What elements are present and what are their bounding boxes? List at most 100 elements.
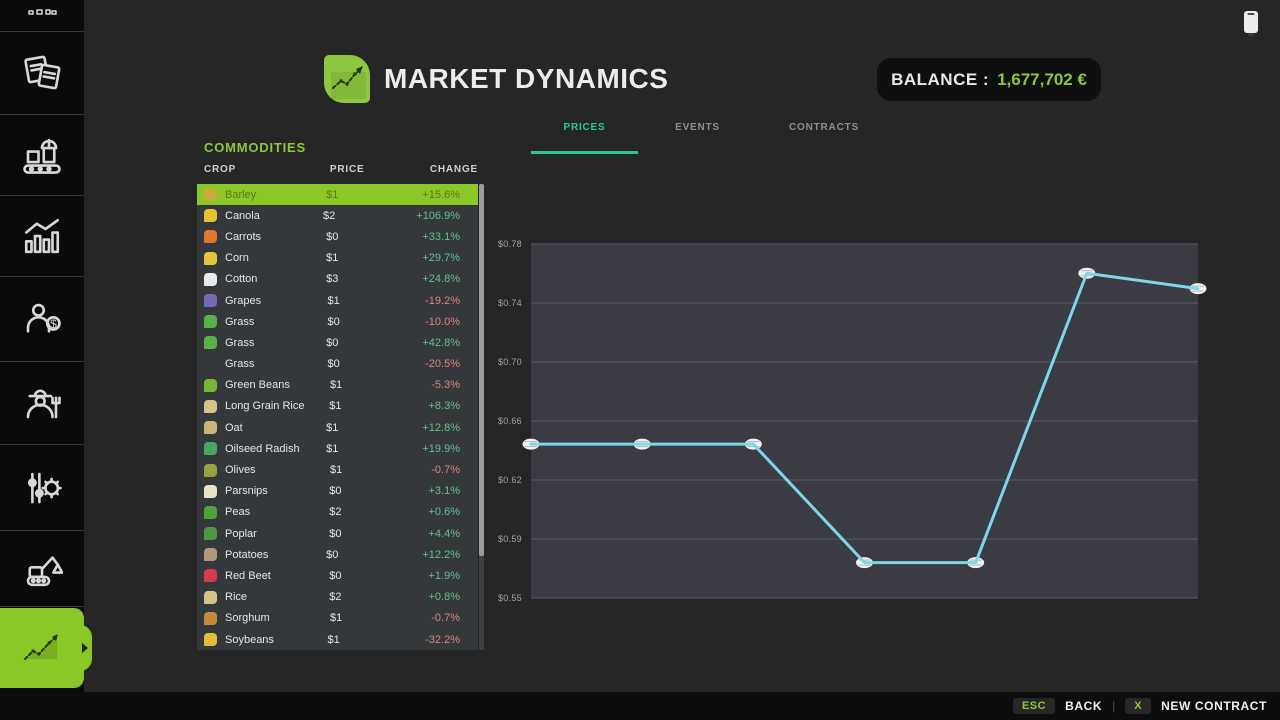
balance-pill: BALANCE : 1,677,702 € <box>877 58 1101 101</box>
y-tick-label: $0.78 <box>497 239 522 249</box>
crop-name: Barley <box>225 188 257 201</box>
crop-price: $2 <box>329 506 342 519</box>
table-row[interactable]: Rice $2 +0.8% <box>197 587 478 608</box>
sales-farmer-money-icon: $ <box>26 303 61 333</box>
crop-change: +1.9% <box>428 569 461 582</box>
new-contract-button[interactable]: NEW CONTRACT <box>1161 699 1267 713</box>
tab-events[interactable]: EVENTS <box>675 122 720 133</box>
crop-name: Grapes <box>225 294 262 307</box>
oat-icon <box>204 421 217 435</box>
crop-name: Grass <box>225 358 255 371</box>
crop-name: Poplar <box>225 527 257 540</box>
sidebar-item-market-dynamics[interactable] <box>0 608 84 688</box>
commodities-heading: COMMODITIES <box>204 140 306 155</box>
red-beet-icon <box>204 569 217 583</box>
farmer-icon <box>26 389 61 419</box>
crop-name: Grass <box>225 315 255 328</box>
crop-name: Oilseed Radish <box>225 442 300 455</box>
grass-icon <box>204 336 217 350</box>
market-dynamics-icon <box>24 634 58 660</box>
corn-icon <box>204 251 217 265</box>
table-row[interactable]: Green Beans $1 -5.3% <box>197 375 478 396</box>
crop-change: -5.3% <box>431 379 460 392</box>
crop-name: Carrots <box>225 230 262 243</box>
crop-change: +29.7% <box>422 252 460 265</box>
contracts-documents-icon <box>24 55 61 90</box>
esc-key-badge[interactable]: ESC <box>1012 698 1056 714</box>
sidebar-item-sales[interactable]: $ <box>0 277 84 362</box>
crop-name: Sorghum <box>225 612 270 625</box>
table-scrollbar[interactable] <box>479 184 484 650</box>
tab-prices[interactable]: PRICES <box>531 116 638 154</box>
column-price: PRICE <box>329 164 365 175</box>
table-row[interactable]: Olives $1 -0.7% <box>197 459 478 480</box>
crop-price: $1 <box>327 633 340 646</box>
crop-name: Red Beet <box>225 569 271 582</box>
crop-price: $0 <box>327 358 340 371</box>
crop-change: +12.2% <box>422 548 460 561</box>
y-tick-label: $0.55 <box>497 593 522 603</box>
crop-change: +3.1% <box>428 485 461 498</box>
back-button[interactable]: BACK <box>1065 699 1103 713</box>
table-row[interactable]: Grass $0 -10.0% <box>197 311 478 332</box>
table-row[interactable]: Oat $1 +12.8% <box>197 417 478 438</box>
commodities-table: Barley $1 +15.6% Canola $2 +106.9% Carrots $0 +3… <box>197 184 478 650</box>
finances-partial-icon <box>28 8 57 15</box>
sidebar-item-vehicles[interactable] <box>0 531 84 607</box>
x-key-badge[interactable]: X <box>1125 698 1152 714</box>
table-row[interactable]: Potatoes $0 +12.2% <box>197 544 478 565</box>
crop-price: $1 <box>326 252 339 265</box>
table-row[interactable]: Oilseed Radish $1 +19.9% <box>197 438 478 459</box>
table-row[interactable]: Cotton $3 +24.8% <box>197 269 478 290</box>
rice-grain-icon <box>204 399 217 413</box>
sidebar-item-statistics[interactable] <box>0 196 84 277</box>
crop-change: -32.2% <box>425 633 460 646</box>
sidebar-item-settings[interactable] <box>0 445 84 531</box>
soybeans-icon <box>204 633 217 647</box>
table-row[interactable]: Canola $2 +106.9% <box>197 205 478 226</box>
scrollbar-thumb[interactable] <box>479 184 484 556</box>
table-row[interactable]: Carrots $0 +33.1% <box>197 226 478 247</box>
table-row[interactable]: Sorghum $1 -0.7% <box>197 608 478 629</box>
crop-name: Grass <box>225 336 255 349</box>
table-row[interactable]: Grass $0 +42.8% <box>197 332 478 353</box>
table-row[interactable]: Soybeans $1 -32.2% <box>197 629 478 650</box>
bottom-bar: ESC BACK | X NEW CONTRACT <box>0 692 1280 720</box>
excavator-icon <box>26 555 63 586</box>
parsnip-icon <box>204 484 217 498</box>
sidebar-item-production[interactable] <box>0 115 84 196</box>
barley-icon <box>204 188 217 202</box>
crop-price: $1 <box>326 442 339 455</box>
header: MARKET DYNAMICS <box>324 55 668 103</box>
crop-price: $1 <box>330 464 343 477</box>
y-tick-label: $0.62 <box>497 475 522 485</box>
crop-price: $0 <box>329 569 342 582</box>
potato-icon <box>204 548 217 562</box>
crop-name: Canola <box>225 209 260 222</box>
table-row[interactable]: Barley $1 +15.6% <box>197 184 478 206</box>
canola-icon <box>204 209 217 223</box>
sidebar-item-farmer[interactable] <box>0 362 84 445</box>
table-header: CROP PRICE CHANGE <box>197 164 478 175</box>
sidebar-item-contracts[interactable] <box>0 32 84 115</box>
tab-contracts[interactable]: CONTRACTS <box>789 122 859 133</box>
svg-text:$: $ <box>50 317 57 331</box>
table-row[interactable]: Corn $1 +29.7% <box>197 248 478 269</box>
crop-name: Rice <box>225 591 248 604</box>
crop-name: Olives <box>225 464 256 477</box>
crop-name: Oat <box>225 421 243 434</box>
table-row[interactable]: Poplar $0 +4.4% <box>197 523 478 544</box>
carrot-icon <box>204 230 217 244</box>
table-row[interactable]: Grapes $1 -19.2% <box>197 290 478 311</box>
crop-price: $0 <box>329 485 342 498</box>
crop-change: -20.5% <box>425 358 460 371</box>
table-row[interactable]: Parsnips $0 +3.1% <box>197 481 478 502</box>
table-row[interactable]: Peas $2 +0.6% <box>197 502 478 523</box>
table-row[interactable]: Grass $0 -20.5% <box>197 354 478 375</box>
table-row[interactable]: Long Grain Rice $1 +8.3% <box>197 396 478 417</box>
crop-price: $1 <box>330 612 343 625</box>
hint-separator: | <box>1112 699 1116 713</box>
balance-value: 1,677,702 € <box>997 69 1087 89</box>
table-row[interactable]: Red Beet $0 +1.9% <box>197 565 478 586</box>
sidebar-item-finances[interactable] <box>0 0 84 32</box>
